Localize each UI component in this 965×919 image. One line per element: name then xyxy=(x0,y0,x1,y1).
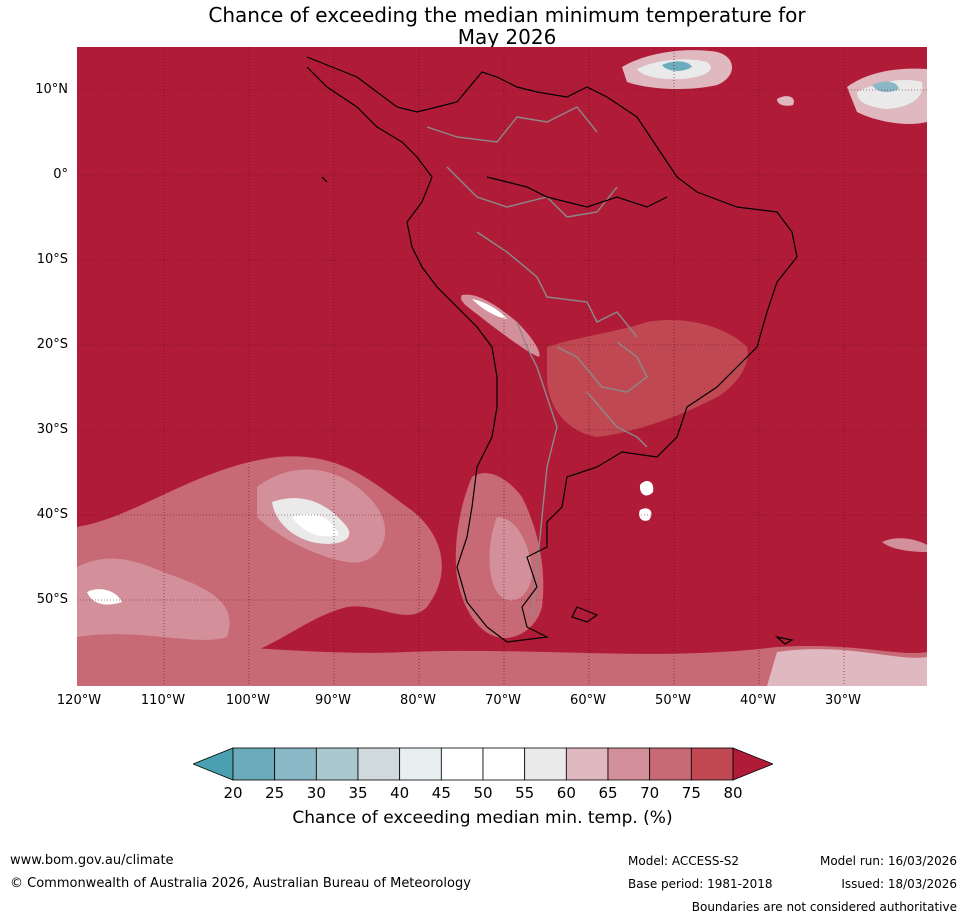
gridlines xyxy=(77,47,927,686)
colorbar-tick-label: 55 xyxy=(515,784,535,802)
lat-label-50s: 50°S xyxy=(36,592,68,607)
colorbar-swatch xyxy=(315,747,359,781)
coast-galapagos xyxy=(321,176,328,183)
lon-label-100w: 100°W xyxy=(225,693,271,708)
zone-southern-atlantic-65 xyxy=(767,649,927,686)
colorbar-tick-label: 40 xyxy=(390,784,410,802)
zone-southern-brazil-75 xyxy=(547,319,748,437)
colorbar-swatch xyxy=(357,747,401,781)
colorbar-tick-label: 35 xyxy=(348,784,368,802)
boundaries-disclaimer: Boundaries are not considered authoritat… xyxy=(691,900,957,914)
website-link[interactable]: www.bom.gov.au/climate xyxy=(10,853,174,868)
colorbar-tick-label: 65 xyxy=(598,784,618,802)
lat-label-20s: 20°S xyxy=(36,337,68,352)
zone-south-pacific-50-55 xyxy=(292,514,339,537)
colorbar-tick-label: 45 xyxy=(431,784,451,802)
model-name: Model: ACCESS-S2 xyxy=(628,854,740,868)
colorbar-extend-low xyxy=(191,747,234,781)
lon-label-120w: 120°W xyxy=(56,693,102,708)
zone-atlantic-spot-3 xyxy=(777,96,794,106)
zone-atlantic-spot-1 xyxy=(639,481,654,496)
probability-zones xyxy=(77,50,927,686)
lat-label-0: 0° xyxy=(53,167,68,182)
base-period: Base period: 1981-2018 xyxy=(628,877,773,891)
lat-label-40s: 40°S xyxy=(36,507,68,522)
border-peru-bolivia-brazil xyxy=(476,231,638,338)
colorbar-swatches xyxy=(191,747,775,781)
colorbar-label: Chance of exceeding median min. temp. (%… xyxy=(292,808,673,828)
lon-label-70w: 70°W xyxy=(485,693,521,708)
colorbar-swatch xyxy=(440,747,484,781)
border-paraguay xyxy=(556,341,648,393)
zone-east-atlantic-30 xyxy=(872,81,899,93)
colorbar-tick-label: 75 xyxy=(681,784,701,802)
zone-altiplano-65 xyxy=(461,294,540,357)
border-argentina-brazil xyxy=(586,391,648,448)
colorbar-extend-high xyxy=(732,747,775,781)
colorbar-swatch xyxy=(232,747,276,781)
colorbar-tick-label: 80 xyxy=(723,784,743,802)
lat-label-10s: 10°S xyxy=(36,252,68,267)
lon-label-40w: 40°W xyxy=(740,693,776,708)
zone-atlantic-spot-2 xyxy=(639,508,652,521)
colorbar-swatch xyxy=(524,747,567,781)
copyright-text: © Commonwealth of Australia 2026, Austra… xyxy=(10,876,471,891)
colorbar-swatch xyxy=(649,747,692,781)
colorbar-swatch xyxy=(274,747,317,781)
lon-label-80w: 80°W xyxy=(400,693,436,708)
colorbar-tick-label: 50 xyxy=(473,784,493,802)
border-chile-argentina xyxy=(516,321,558,618)
coast-falklands xyxy=(571,606,599,623)
model-run-date: Model run: 16/03/2026 xyxy=(819,854,957,868)
colorbar-tick-label: 25 xyxy=(265,784,285,802)
coast-amazon xyxy=(486,176,668,208)
colorbar-swatch xyxy=(607,747,651,781)
colorbar xyxy=(191,747,775,785)
lon-label-110w: 110°W xyxy=(140,693,186,708)
country-borders xyxy=(426,106,648,618)
zone-atlantic-east xyxy=(882,538,927,552)
zone-altiplano-white xyxy=(472,299,507,319)
colorbar-swatch xyxy=(399,747,442,781)
map-title: Chance of exceeding the median minimum t… xyxy=(0,4,965,48)
colorbar-swatch xyxy=(482,747,526,781)
zone-west-pacific-white xyxy=(87,589,122,605)
zone-east-atlantic-55 xyxy=(857,80,923,109)
probability-map xyxy=(77,47,927,686)
colorbar-tick-label: 60 xyxy=(556,784,576,802)
colorbar-tick-label: 30 xyxy=(306,784,326,802)
lon-label-60w: 60°W xyxy=(570,693,606,708)
zone-north-atlantic-25 xyxy=(662,61,692,71)
lon-label-30w: 30°W xyxy=(825,693,861,708)
colorbar-tick-label: 70 xyxy=(640,784,660,802)
lon-label-90w: 90°W xyxy=(315,693,351,708)
lon-label-50w: 50°W xyxy=(655,693,691,708)
colorbar-swatch xyxy=(565,747,609,781)
issued-date: Issued: 18/03/2026 xyxy=(841,877,957,891)
colorbar-swatch xyxy=(690,747,734,781)
coastlines xyxy=(306,56,798,645)
title-line-2: May 2026 xyxy=(457,25,557,49)
lat-label-30s: 30°S xyxy=(36,422,68,437)
map-canvas xyxy=(77,47,927,686)
colorbar-tick-label: 20 xyxy=(223,784,243,802)
border-central xyxy=(426,106,598,143)
coast-south-america xyxy=(306,56,798,643)
zone-patagonia-60-65 xyxy=(489,517,532,601)
lat-label-10n: 10°N xyxy=(35,82,68,97)
zone-west-pacific-60-70 xyxy=(77,558,230,640)
title-line-1: Chance of exceeding the median minimum t… xyxy=(208,3,806,27)
coast-south-georgia xyxy=(774,635,794,645)
zone-southern-ocean-65-75 xyxy=(77,644,927,686)
